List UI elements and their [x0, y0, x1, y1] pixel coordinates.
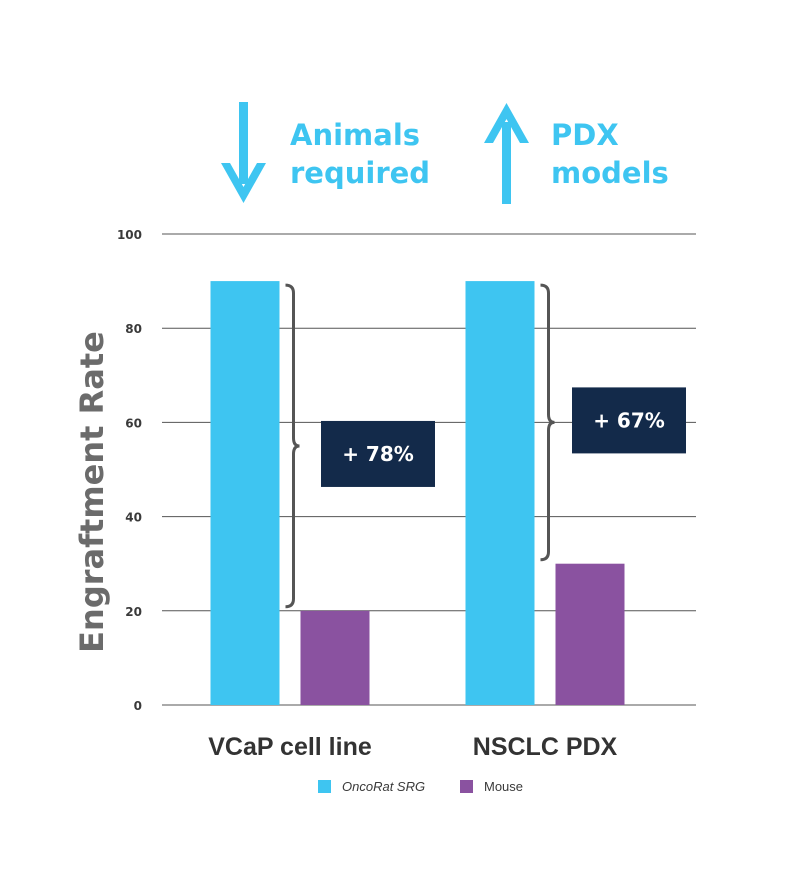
headline-2-line1: PDX	[551, 118, 619, 152]
headline-1-line2: required	[290, 156, 430, 190]
y-axis-label: Engraftment Rate	[73, 331, 111, 653]
bar-2-oncorat	[465, 281, 535, 705]
legend-label-1: OncoRat SRG	[342, 779, 425, 794]
callout-label-2: + 67%	[593, 408, 665, 432]
category-labels: VCaP cell line NSCLC PDX	[208, 733, 617, 761]
bar-1-mouse	[300, 610, 370, 705]
category-label-2: NSCLC PDX	[473, 733, 618, 761]
legend-swatch-1	[318, 780, 331, 793]
headline-animals-required: Animals required	[221, 102, 430, 203]
bar-2-mouse	[555, 563, 625, 705]
bars	[210, 281, 625, 705]
legend-label-2: Mouse	[484, 779, 523, 794]
braces	[285, 283, 555, 609]
brace-2	[540, 283, 555, 562]
callout-box-2	[572, 387, 686, 454]
arrow-up-icon	[484, 103, 529, 204]
y-tick-80: 80	[125, 322, 142, 336]
category-label-1: VCaP cell line	[208, 733, 372, 761]
callouts: + 78% + 67%	[321, 387, 686, 487]
brace-1	[285, 283, 300, 609]
legend: OncoRat SRG Mouse	[318, 779, 523, 794]
callout-label-1: + 78%	[342, 442, 414, 466]
headline-2-line2: models	[551, 156, 669, 190]
y-tick-labels: 0 20 40 60 80 100	[117, 228, 142, 713]
bar-1-oncorat	[210, 281, 280, 705]
headline-pdx-models: PDX models	[484, 103, 669, 204]
y-tick-0: 0	[134, 699, 142, 713]
y-tick-40: 40	[125, 511, 142, 525]
y-tick-60: 60	[125, 416, 142, 430]
callout-box-1	[321, 420, 435, 487]
y-tick-100: 100	[117, 228, 142, 242]
headline-1-line1: Animals	[290, 118, 420, 152]
arrow-down-icon	[221, 102, 266, 203]
legend-swatch-2	[460, 780, 473, 793]
y-tick-20: 20	[125, 605, 142, 619]
